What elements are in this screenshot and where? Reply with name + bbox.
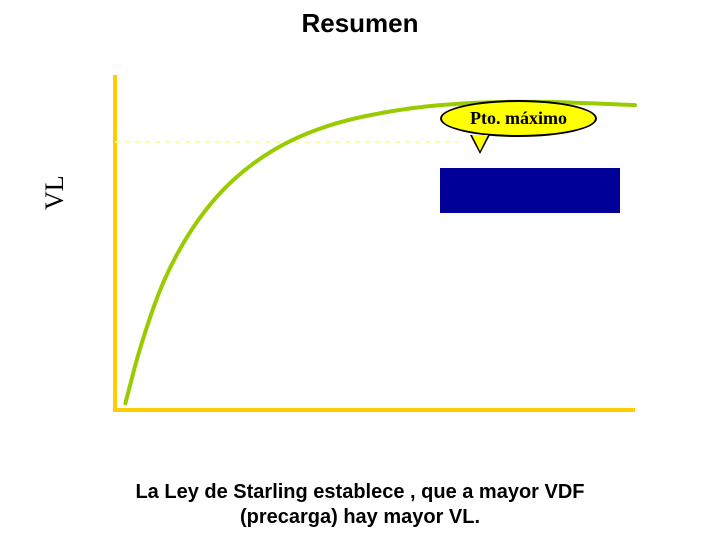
blue-box bbox=[440, 168, 620, 213]
max-point-callout: Pto. máximo bbox=[440, 100, 597, 137]
caption: La Ley de Starling establece , que a may… bbox=[0, 480, 720, 530]
callout-text: Pto. máximo bbox=[470, 108, 567, 128]
page: Resumen VL Pto. máximo La Ley de Starlin… bbox=[0, 0, 720, 540]
y-axis-label: VL bbox=[40, 175, 70, 210]
caption-line1: La Ley de Starling establece , que a may… bbox=[135, 481, 584, 503]
callout-tail bbox=[472, 135, 488, 151]
page-title: Resumen bbox=[0, 8, 720, 39]
caption-line2: (precarga) hay mayor VL. bbox=[240, 506, 480, 528]
